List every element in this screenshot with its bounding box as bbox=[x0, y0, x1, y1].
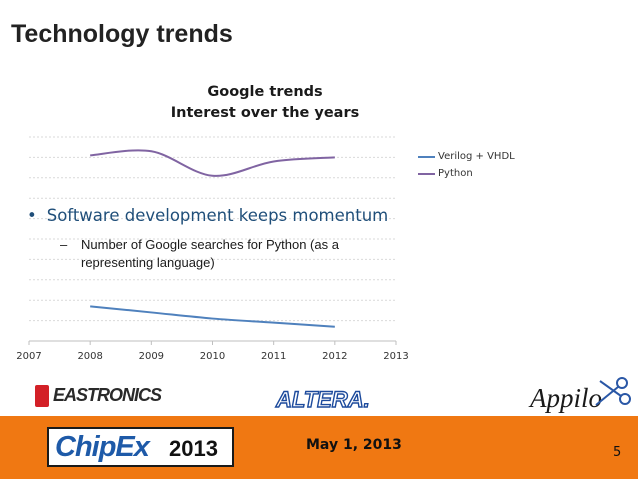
sub-bullet: – Number of Google searches for Python (… bbox=[60, 236, 380, 272]
legend-swatch-python bbox=[418, 172, 435, 175]
chipex-logo-year: 2013 bbox=[169, 436, 218, 461]
x-axis-ticks: 2007 2008 2009 2010 2011 2012 2013 bbox=[16, 341, 409, 362]
sub-bullet-dash-icon: – bbox=[60, 237, 68, 252]
chart-grid bbox=[29, 136, 396, 322]
x-tick-label: 2013 bbox=[383, 351, 408, 362]
bullet-point: • Software development keeps momentum bbox=[27, 206, 388, 225]
legend-label-python: Python bbox=[438, 168, 473, 179]
eastronics-mark-icon bbox=[35, 385, 49, 407]
altera-logo: ALTERA. bbox=[275, 386, 370, 412]
sub-bullet-text: Number of Google searches for Python (as… bbox=[81, 237, 339, 270]
appilo-scissors-icon bbox=[595, 377, 631, 406]
legend-label-verilog: Verilog + VHDL bbox=[438, 151, 515, 162]
slide-date: May 1, 2013 bbox=[306, 437, 402, 453]
bullet-text: Software development keeps momentum bbox=[46, 206, 389, 225]
series-line-verilog bbox=[90, 305, 335, 328]
series-line-python bbox=[90, 149, 335, 177]
page-number: 5 bbox=[613, 445, 622, 460]
appilo-logo-text: Appilo bbox=[530, 383, 602, 413]
chipex-logo: ChipEx 2013 bbox=[47, 427, 234, 467]
x-tick-label: 2012 bbox=[322, 351, 347, 362]
chipex-logo-text: ChipEx bbox=[55, 431, 150, 463]
x-tick-label: 2007 bbox=[16, 351, 41, 362]
x-tick-label: 2008 bbox=[77, 351, 102, 362]
legend-swatch-verilog bbox=[418, 155, 435, 158]
x-tick-label: 2009 bbox=[139, 351, 164, 362]
legend-item-verilog: Verilog + VHDL bbox=[418, 148, 515, 165]
chart-title-line2: Interest over the years bbox=[170, 105, 360, 121]
chart-series bbox=[90, 149, 335, 328]
bullet-dot-icon: • bbox=[27, 206, 37, 225]
legend-item-python: Python bbox=[418, 165, 515, 182]
chart-legend: Verilog + VHDL Python bbox=[418, 148, 515, 182]
eastronics-logo-text: EASTRONICS bbox=[53, 385, 162, 405]
chart-title-line1: Google trends bbox=[207, 84, 323, 100]
x-tick-label: 2010 bbox=[200, 351, 225, 362]
slide-title: Technology trends bbox=[11, 20, 233, 48]
x-tick-label: 2011 bbox=[261, 351, 286, 362]
